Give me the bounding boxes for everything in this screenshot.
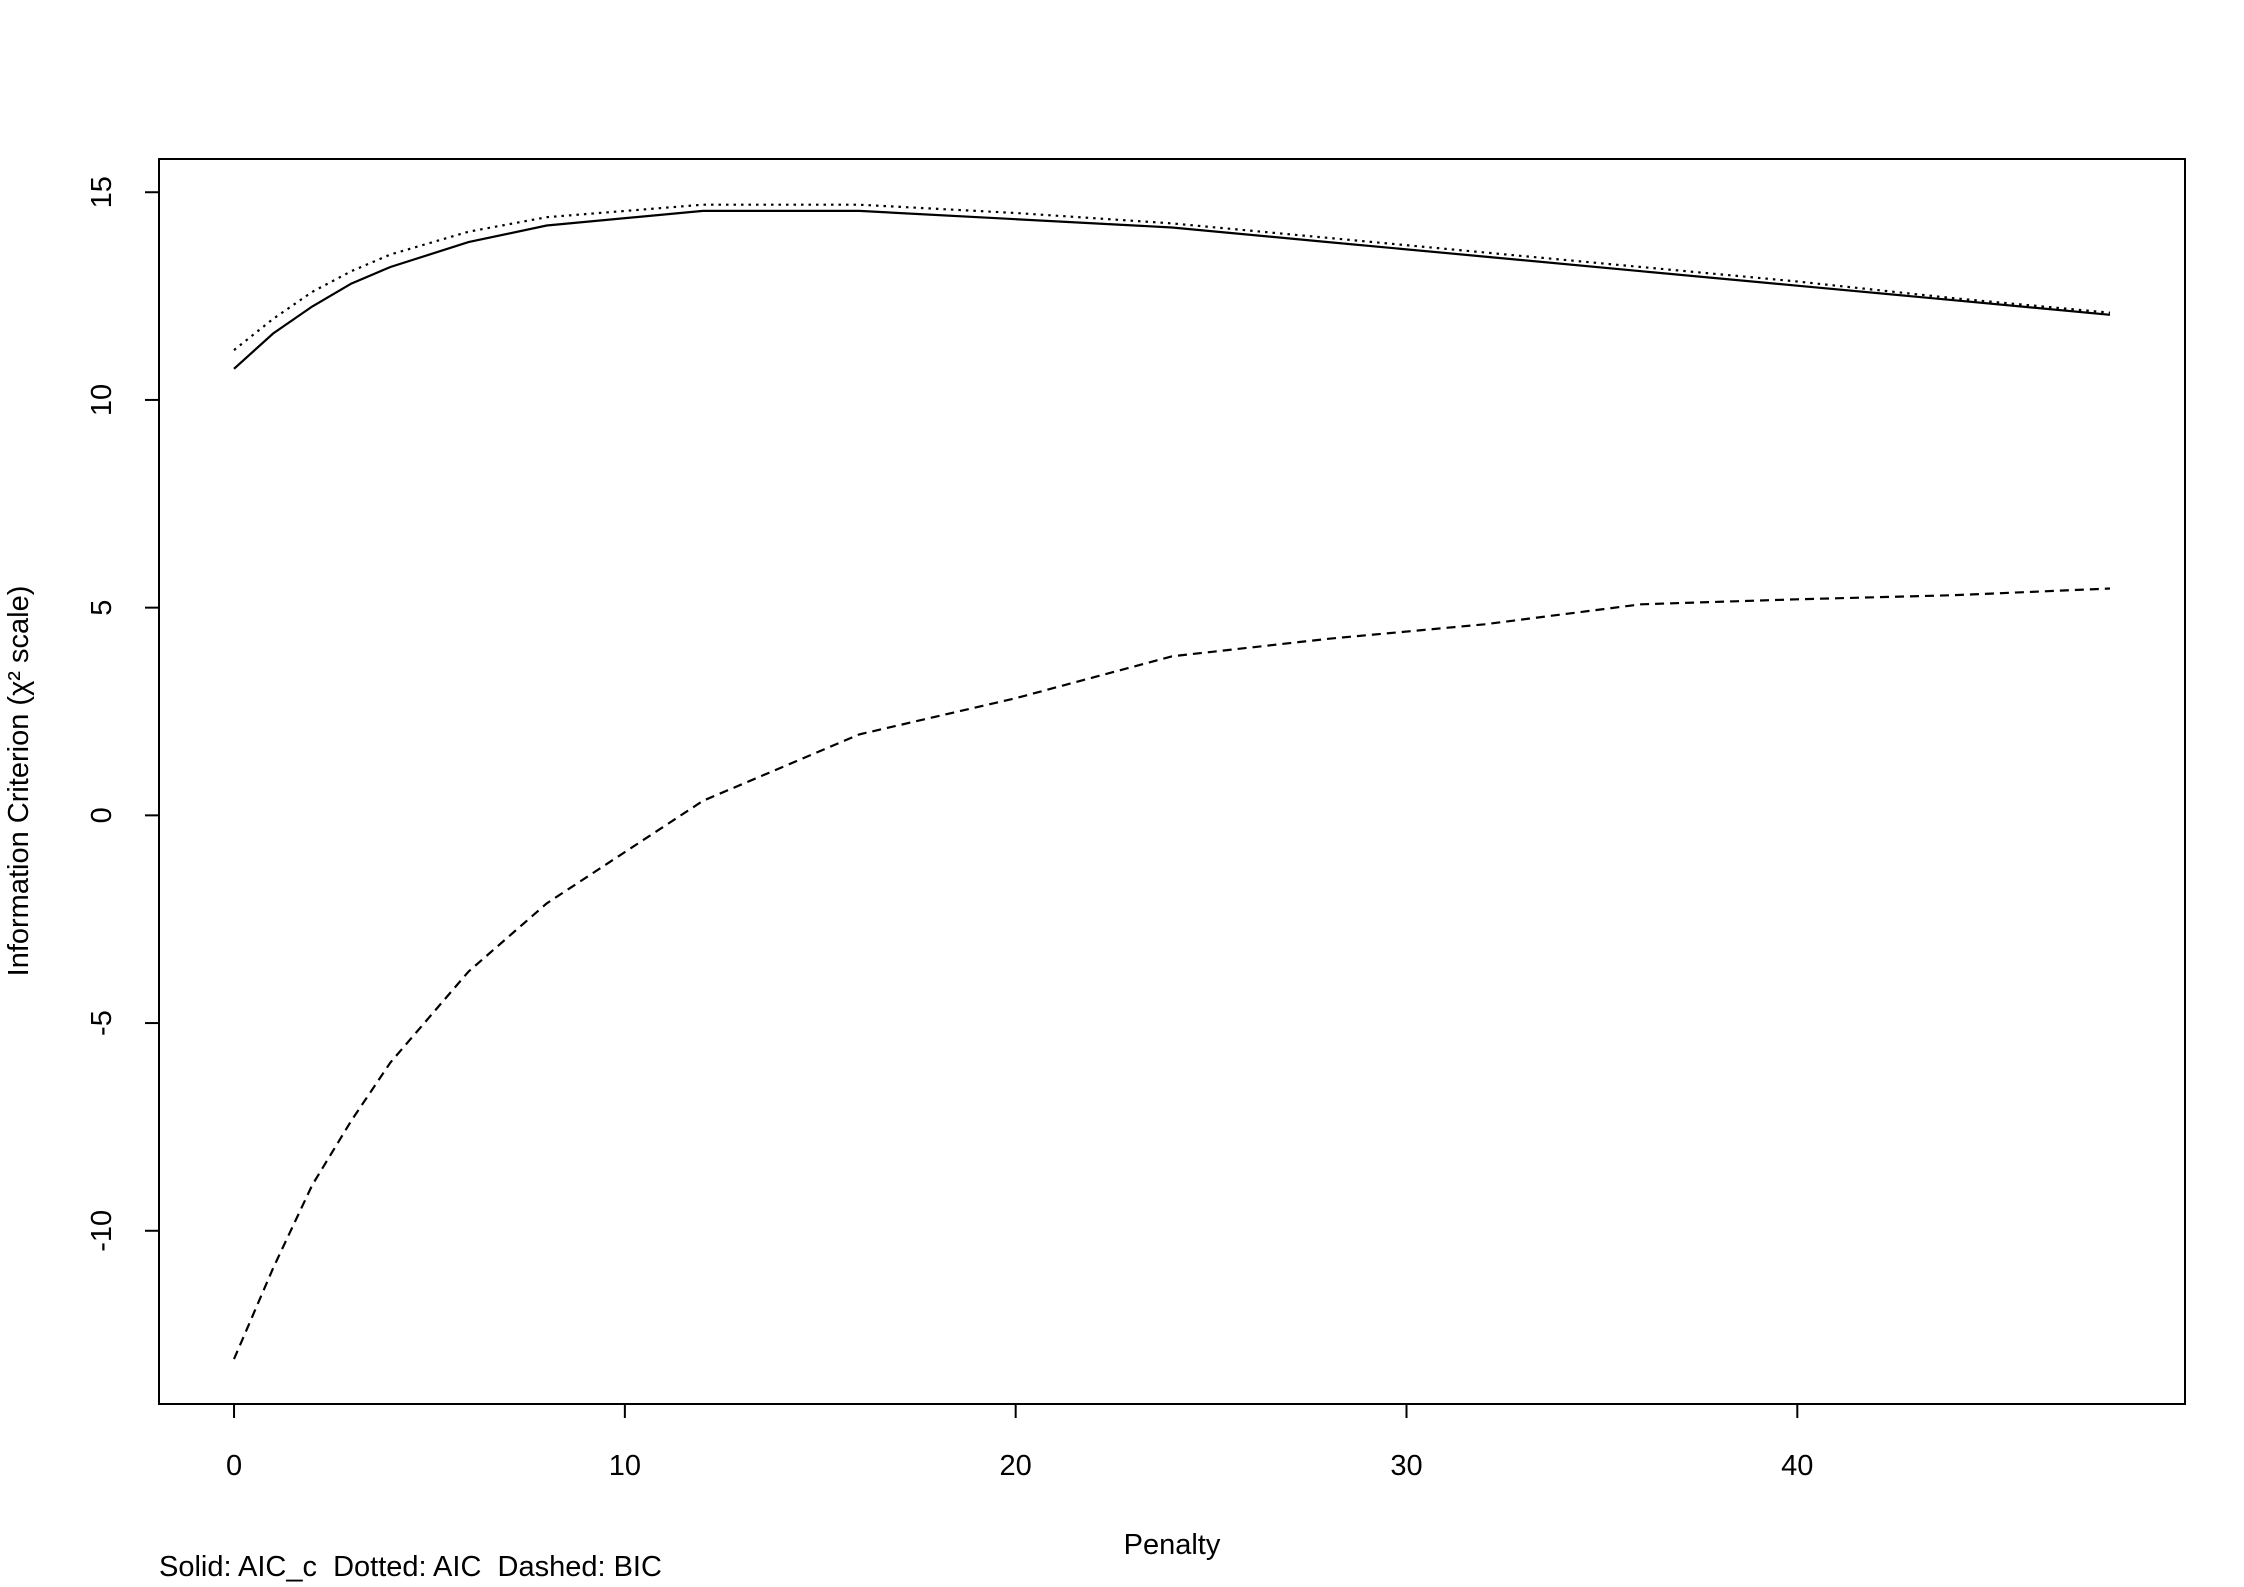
y-tick-label: 10 bbox=[86, 384, 118, 416]
x-tick-label: 40 bbox=[1781, 1450, 1813, 1482]
x-tick-label: 10 bbox=[609, 1450, 641, 1482]
y-tick-label: 0 bbox=[86, 807, 118, 823]
y-tick-label: 15 bbox=[86, 176, 118, 208]
caption: Solid: AIC_c Dotted: AIC Dashed: BIC bbox=[159, 1551, 662, 1583]
series-line bbox=[232, 587, 2111, 1360]
series-line bbox=[233, 209, 2111, 370]
x-tick-label: 0 bbox=[226, 1450, 242, 1482]
y-tick-label: -10 bbox=[86, 1210, 118, 1252]
series-line bbox=[233, 203, 2111, 351]
y-axis-title: Information Criterion (χ² scale) bbox=[3, 586, 35, 977]
x-tick-label: 20 bbox=[1000, 1450, 1032, 1482]
x-tick-label: 30 bbox=[1390, 1450, 1422, 1482]
x-axis-title: Penalty bbox=[1124, 1529, 1221, 1561]
y-tick-label: 5 bbox=[86, 600, 118, 616]
y-tick-label: -5 bbox=[86, 1010, 118, 1036]
